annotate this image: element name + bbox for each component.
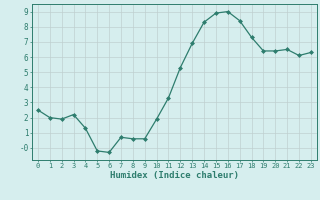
X-axis label: Humidex (Indice chaleur): Humidex (Indice chaleur) <box>110 171 239 180</box>
